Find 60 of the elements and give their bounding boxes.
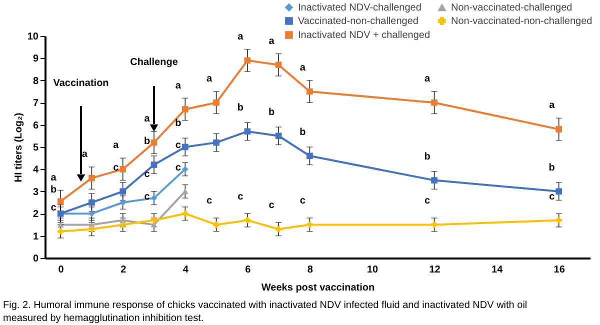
- y-tick-label: 8: [32, 76, 39, 87]
- annotation: a: [549, 100, 556, 112]
- annotation: b: [144, 136, 150, 147]
- annotation: a: [300, 62, 306, 74]
- annotation: c: [549, 191, 556, 202]
- y-tick-label: 7: [32, 98, 39, 110]
- annotation: a: [268, 36, 275, 47]
- y-tick-label: 10: [27, 32, 39, 42]
- y-tick-label: 6: [32, 120, 39, 132]
- x-axis-title: Weeks post vaccination: [261, 282, 375, 294]
- x-tick-label: 16: [554, 264, 566, 276]
- y-tick-label: 4: [32, 164, 39, 176]
- y-tick-label: 0: [32, 254, 39, 264]
- point: [150, 217, 158, 224]
- x-tick-label: 14: [492, 264, 504, 276]
- annotation: b: [300, 126, 306, 138]
- annotation: a: [175, 80, 182, 92]
- x-tick-label: 0: [58, 264, 64, 276]
- x-tick-label: 10: [366, 264, 378, 276]
- legend-label: Vaccinated-non-challenged: [298, 16, 418, 27]
- annotation: c: [206, 196, 213, 207]
- y-tick-label: 2: [32, 209, 39, 220]
- x-tick-label: 8: [307, 264, 314, 276]
- annotation: a: [144, 114, 150, 125]
- annotation: a: [50, 172, 57, 184]
- annotation: Vaccination: [53, 78, 109, 89]
- annotation: b: [548, 162, 555, 174]
- annotation: b: [424, 151, 430, 162]
- y-tick-label: 1: [32, 231, 39, 242]
- legend-label: Non-vaccinated-challenged: [451, 2, 572, 14]
- annotation: b: [175, 118, 182, 129]
- y-axis-title: HI titers (Log₂): [13, 112, 24, 182]
- annotation: c: [268, 200, 275, 212]
- legend-label: Inactivated NDV-challenged: [298, 2, 422, 14]
- annotation: a: [238, 31, 244, 42]
- annotation: c: [424, 196, 431, 207]
- annotation: c: [144, 169, 150, 180]
- y-tick-label: 3: [32, 186, 39, 198]
- annotation: b: [268, 106, 275, 118]
- annotation: a: [206, 74, 213, 85]
- annotation: c: [50, 202, 57, 214]
- y-tick-label: 9: [32, 54, 39, 65]
- x-tick-label: 12: [429, 264, 441, 276]
- annotation: Challenge: [130, 57, 178, 68]
- annotation: c: [175, 162, 182, 174]
- annotation: a: [113, 140, 120, 152]
- annotation: a: [424, 74, 431, 85]
- legend-label: Inactivated NDV + challenged: [298, 30, 430, 41]
- annotation: c: [238, 191, 244, 202]
- caption: Fig. 2. Humoral immune response of chicks vaccinated with inactivated NDV infected fluid and inactivated NDV with oil measured by hemagglutination inhibition test.: [3, 300, 528, 324]
- annotation: b: [50, 184, 57, 196]
- annotation: c: [175, 140, 182, 152]
- y-tick-label: 5: [32, 142, 39, 154]
- x-tick-label: 4: [182, 264, 189, 276]
- annotation: a: [82, 149, 88, 160]
- legend-label: Non-vaccinated-non-challenged: [451, 16, 592, 27]
- annotation: c: [300, 196, 306, 207]
- x-tick-label: 6: [245, 264, 252, 276]
- annotation: b: [237, 102, 244, 114]
- x-tick-label: 2: [120, 264, 127, 276]
